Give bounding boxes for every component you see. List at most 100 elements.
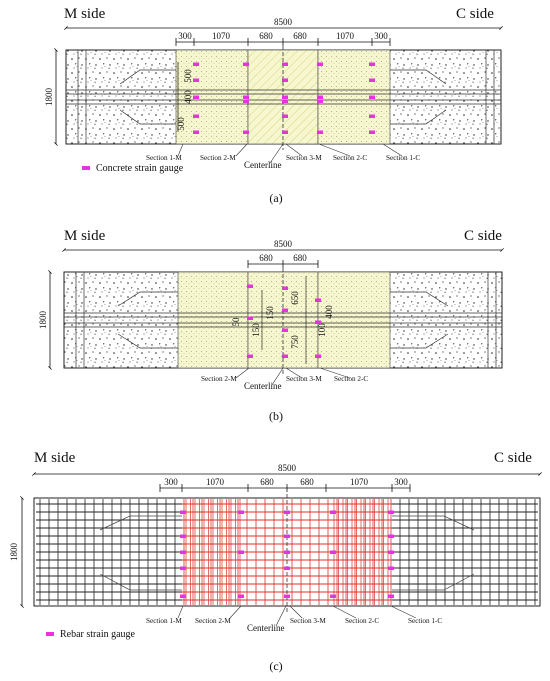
concrete-strain-gauge — [282, 78, 288, 82]
concrete-strain-gauge — [315, 298, 321, 302]
panel-c-gauges — [180, 510, 394, 598]
concrete-strain-gauge — [193, 95, 199, 99]
concrete-strain-gauge — [193, 78, 199, 82]
rebar-strain-gauge — [180, 566, 186, 570]
concrete-strain-gauge — [243, 62, 249, 66]
panel-b-c-side: C side — [464, 228, 502, 244]
panel-b-vdim-3: 750 — [290, 335, 300, 349]
panel-c-m-side: M side — [34, 450, 76, 466]
panel-a-section-2m: Section 2-M — [200, 154, 236, 162]
concrete-strain-gauge — [315, 354, 321, 358]
concrete-strain-gauge — [282, 62, 288, 66]
panel-a-seg-1: 300 — [178, 31, 192, 41]
panel-b-seg-1: 680 — [259, 253, 273, 263]
panel-c-seg-5: 1070 — [350, 477, 369, 487]
panel-b-vdim-7: 150 — [251, 323, 261, 337]
concrete-strain-gauge — [193, 114, 199, 118]
rebar-strain-gauge — [284, 550, 290, 554]
panel-b-gauges — [247, 284, 321, 358]
panel-a-gauges — [193, 62, 375, 134]
rebar-strain-gauge — [388, 534, 394, 538]
panel-c-section-3m: Section 3-M — [290, 617, 326, 625]
panel-a: M side C side 8500 300 1070 680 680 1070… — [44, 6, 503, 205]
panel-c-section-1m: Section 1-M — [146, 617, 182, 625]
panel-c-seg-2: 1070 — [206, 477, 225, 487]
panel-c-caption: (c) — [269, 659, 282, 673]
panel-b-centerline-label: Centerline — [244, 381, 282, 391]
concrete-strain-gauge — [282, 354, 288, 358]
concrete-strain-gauge — [369, 78, 375, 82]
panel-a-seg-2: 1070 — [212, 31, 231, 41]
rebar-strain-gauge — [330, 510, 336, 514]
panel-b-section-3m: Section 3-M — [286, 375, 322, 383]
rebar-strain-gauge — [330, 550, 336, 554]
concrete-strain-gauge — [369, 130, 375, 134]
concrete-strain-gauge — [243, 99, 249, 103]
panel-a-centerline-label: Centerline — [244, 160, 282, 170]
rebar-strain-gauge — [238, 510, 244, 514]
panel-c-centerline-label: Centerline — [247, 623, 285, 633]
rebar-strain-gauge — [284, 510, 290, 514]
panel-b-zone-left — [177, 271, 249, 369]
concrete-strain-gauge — [243, 95, 249, 99]
panel-b-section-2c: Section 2-C — [334, 375, 368, 383]
concrete-strain-gauge — [247, 354, 253, 358]
concrete-strain-gauge — [282, 308, 288, 312]
concrete-strain-gauge — [247, 284, 253, 288]
panel-a-seg-5: 1070 — [336, 31, 355, 41]
panel-c-width: 1800 — [9, 543, 19, 562]
concrete-strain-gauge — [317, 99, 323, 103]
panel-a-legend: Concrete strain gauge — [96, 163, 184, 174]
concrete-strain-gauge — [282, 328, 288, 332]
rebar-strain-gauge — [388, 550, 394, 554]
panel-a-legend-swatch — [82, 166, 90, 170]
steel-outline — [99, 515, 475, 591]
concrete-strain-gauge — [317, 95, 323, 99]
concrete-strain-gauge — [193, 130, 199, 134]
panel-a-vdim-2: 400 — [183, 90, 193, 104]
rebar-strain-gauge — [330, 594, 336, 598]
panel-a-m-side: M side — [64, 6, 106, 22]
panel-b-steel-lines — [64, 272, 502, 368]
panel-c-legend: Rebar strain gauge — [60, 629, 136, 640]
concrete-strain-gauge — [315, 320, 321, 324]
panel-c-leaders — [177, 605, 417, 627]
panel-c-seg-3: 680 — [260, 477, 274, 487]
panel-b-vdim-4: 400 — [324, 305, 334, 319]
panel-a-section-1c: Section 1-C — [386, 154, 420, 162]
panel-a-c-side: C side — [456, 6, 494, 22]
panel-a-width: 1800 — [44, 88, 54, 107]
concrete-strain-gauge — [243, 130, 249, 134]
panel-b-vdim-1: 150 — [265, 306, 275, 320]
panel-a-seg-3: 680 — [259, 31, 273, 41]
rebar-strain-gauge — [284, 594, 290, 598]
rebar-strain-gauge — [388, 566, 394, 570]
rebar-strain-gauge — [180, 534, 186, 538]
panel-c-seg-4: 680 — [300, 477, 314, 487]
panel-a-steel-lines — [66, 50, 501, 144]
concrete-strain-gauge — [317, 62, 323, 66]
panel-a-total-length: 8500 — [274, 17, 293, 27]
panel-b-vdim-5: 100 — [317, 323, 327, 337]
panel-b-vdim-2: 650 — [290, 291, 300, 305]
panel-a-vdim-3: 500 — [176, 117, 186, 131]
concrete-strain-gauge — [282, 95, 288, 99]
panel-a-zone-right — [317, 49, 391, 145]
panel-c-c-side: C side — [494, 450, 532, 466]
panel-b-vdim-6: 50 — [231, 317, 241, 327]
panel-b-total-length: 8500 — [274, 239, 293, 249]
rebar-strain-gauge — [180, 510, 186, 514]
rebar-strain-gauge — [284, 534, 290, 538]
panel-c-seg-6: 300 — [394, 477, 408, 487]
rebar-strain-gauge — [388, 594, 394, 598]
concrete-strain-gauge — [369, 62, 375, 66]
panel-b-section-2m: Section 2-M — [201, 375, 237, 383]
concrete-strain-gauge — [282, 99, 288, 103]
panel-c-legend-swatch — [46, 632, 54, 636]
panel-a-caption: (a) — [269, 191, 282, 205]
panel-a-vdim-1: 500 — [183, 69, 193, 83]
concrete-strain-gauge — [247, 316, 253, 320]
panel-c: M side C side 8500 300 1070 680 680 1070… — [9, 450, 542, 673]
panel-a-section-1m: Section 1-M — [146, 154, 182, 162]
